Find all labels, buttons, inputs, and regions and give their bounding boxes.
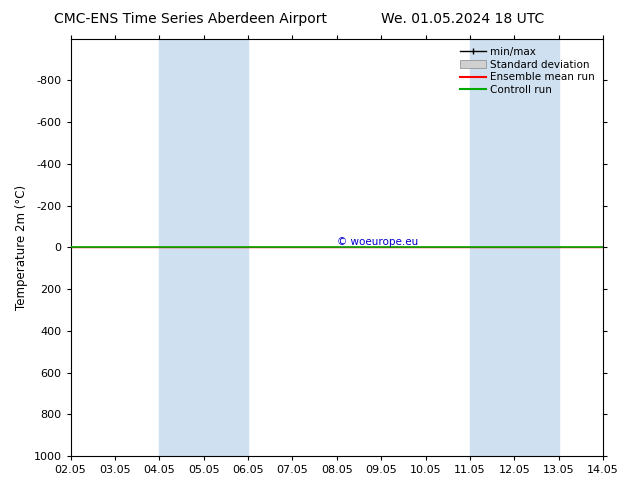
Legend: min/max, Standard deviation, Ensemble mean run, Controll run: min/max, Standard deviation, Ensemble me… (456, 44, 598, 98)
Text: CMC-ENS Time Series Aberdeen Airport: CMC-ENS Time Series Aberdeen Airport (54, 12, 327, 26)
Text: © woeurope.eu: © woeurope.eu (337, 237, 418, 247)
Text: We. 01.05.2024 18 UTC: We. 01.05.2024 18 UTC (381, 12, 545, 26)
Y-axis label: Temperature 2m (°C): Temperature 2m (°C) (15, 185, 28, 310)
Bar (470, 39, 559, 456)
Bar (159, 39, 248, 456)
